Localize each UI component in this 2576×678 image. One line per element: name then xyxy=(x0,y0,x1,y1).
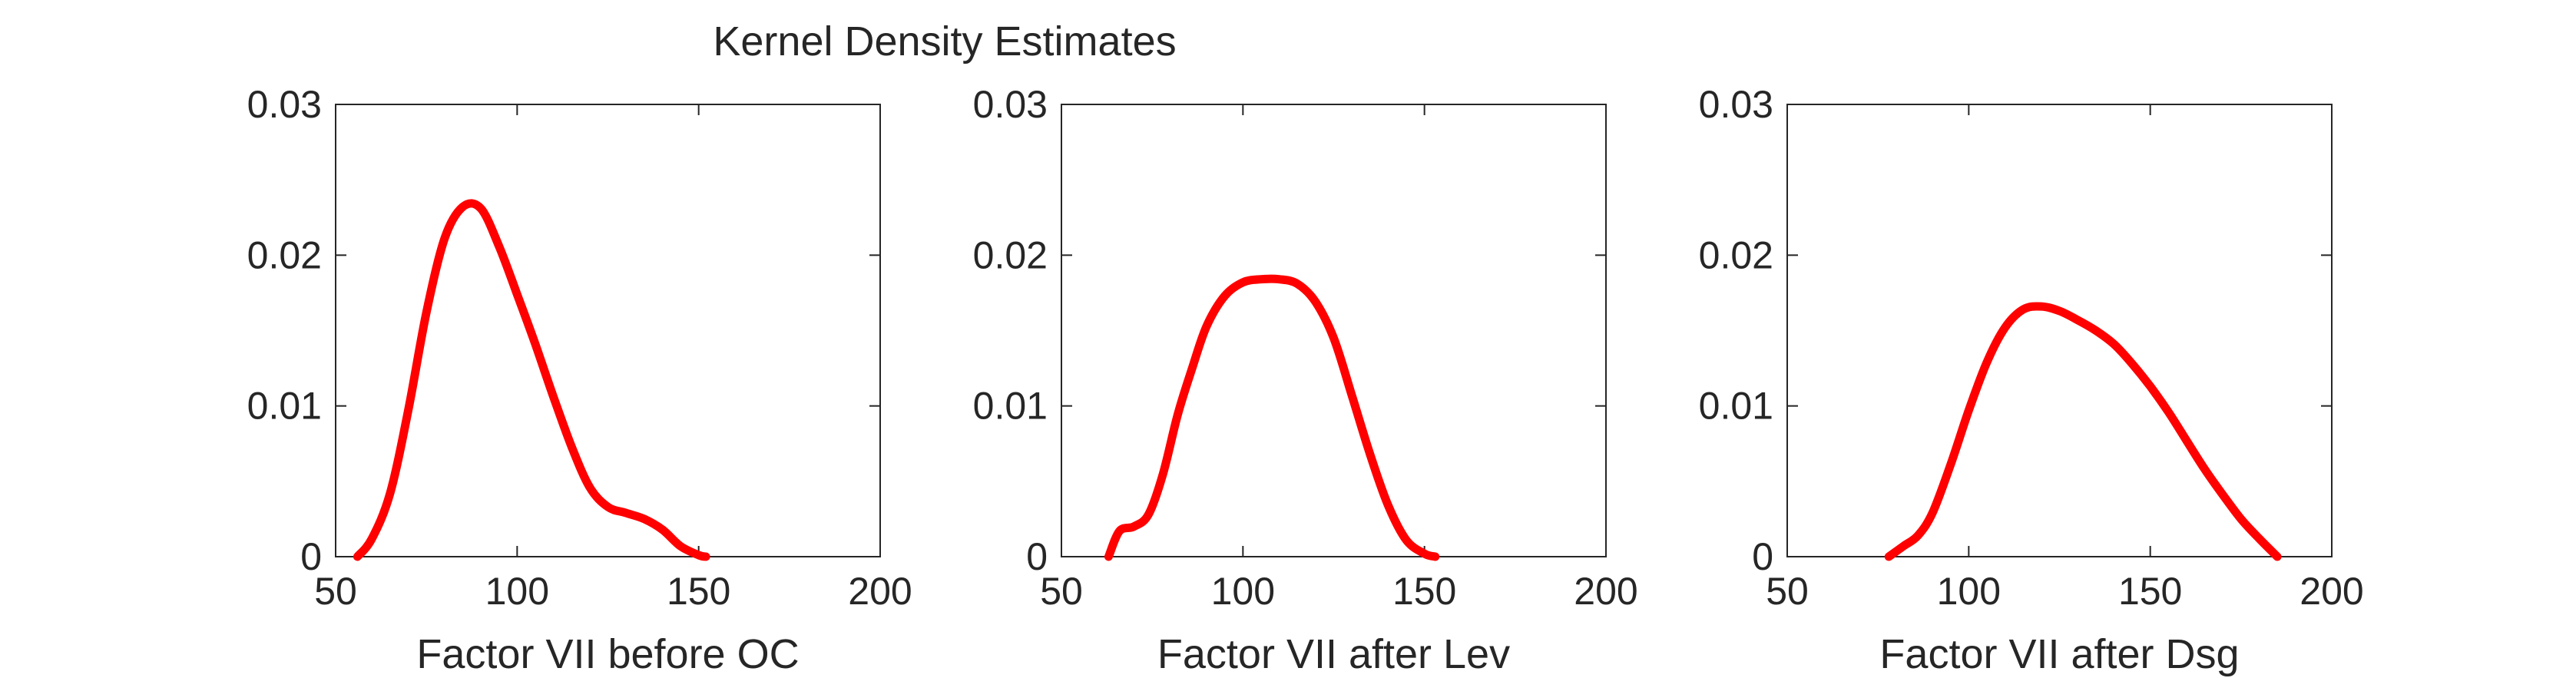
y-tick-label: 0.03 xyxy=(1699,83,1773,126)
x-axis-label: Factor VII after Dsg xyxy=(1879,631,2239,677)
x-axis-label: Factor VII after Lev xyxy=(1157,631,1510,677)
figure-title: Kernel Density Estimates xyxy=(713,18,1176,64)
x-tick-label: 150 xyxy=(1392,570,1456,613)
y-tick-label: 0.02 xyxy=(973,233,1048,276)
density-curve xyxy=(1104,274,1440,561)
density-curve xyxy=(1884,302,2282,561)
x-tick-label: 100 xyxy=(1211,570,1275,613)
x-tick-label: 50 xyxy=(1766,570,1809,613)
y-tick-label: 0.02 xyxy=(247,233,322,276)
x-tick-label: 200 xyxy=(1574,570,1637,613)
y-tick-label: 0.03 xyxy=(973,83,1048,126)
axes-frame xyxy=(335,104,881,557)
density-curve xyxy=(353,199,710,561)
y-tick-label: 0.02 xyxy=(1699,233,1773,276)
x-tick-label: 100 xyxy=(485,570,549,613)
x-tick-label: 100 xyxy=(1937,570,2001,613)
y-tick-label: 0.01 xyxy=(247,385,322,428)
y-tick-label: 0.01 xyxy=(1699,385,1773,428)
x-tick-label: 50 xyxy=(1040,570,1083,613)
y-tick-label: 0.01 xyxy=(973,385,1048,428)
y-tick-label: 0 xyxy=(300,535,322,578)
axes-frame xyxy=(1786,104,2333,557)
subplot-1: 50 100 150 200 0 0.01 0.02 0.03 Factor VII befor… xyxy=(247,83,912,677)
x-axis-label: Factor VII before OC xyxy=(416,631,799,677)
x-tick-label: 150 xyxy=(2118,570,2182,613)
x-tick-label: 50 xyxy=(314,570,357,613)
y-tick-label: 0.03 xyxy=(247,83,322,126)
axes-frame xyxy=(1061,104,1607,557)
y-tick-label: 0 xyxy=(1026,535,1048,578)
x-tick-label: 200 xyxy=(2300,570,2363,613)
y-tick-label: 0 xyxy=(1752,535,1773,578)
x-tick-label: 200 xyxy=(848,570,912,613)
subplot-3: 50 100 150 200 0 0.01 0.02 0.03 Factor VII after… xyxy=(1699,83,2364,677)
subplot-2: 50 100 150 200 0 0.01 0.02 0.03 Factor VII after… xyxy=(973,83,1638,677)
x-tick-label: 150 xyxy=(667,570,730,613)
subplot-group: 50 100 150 200 0 0.01 0.02 0.03 Factor VII befor… xyxy=(247,83,2364,677)
